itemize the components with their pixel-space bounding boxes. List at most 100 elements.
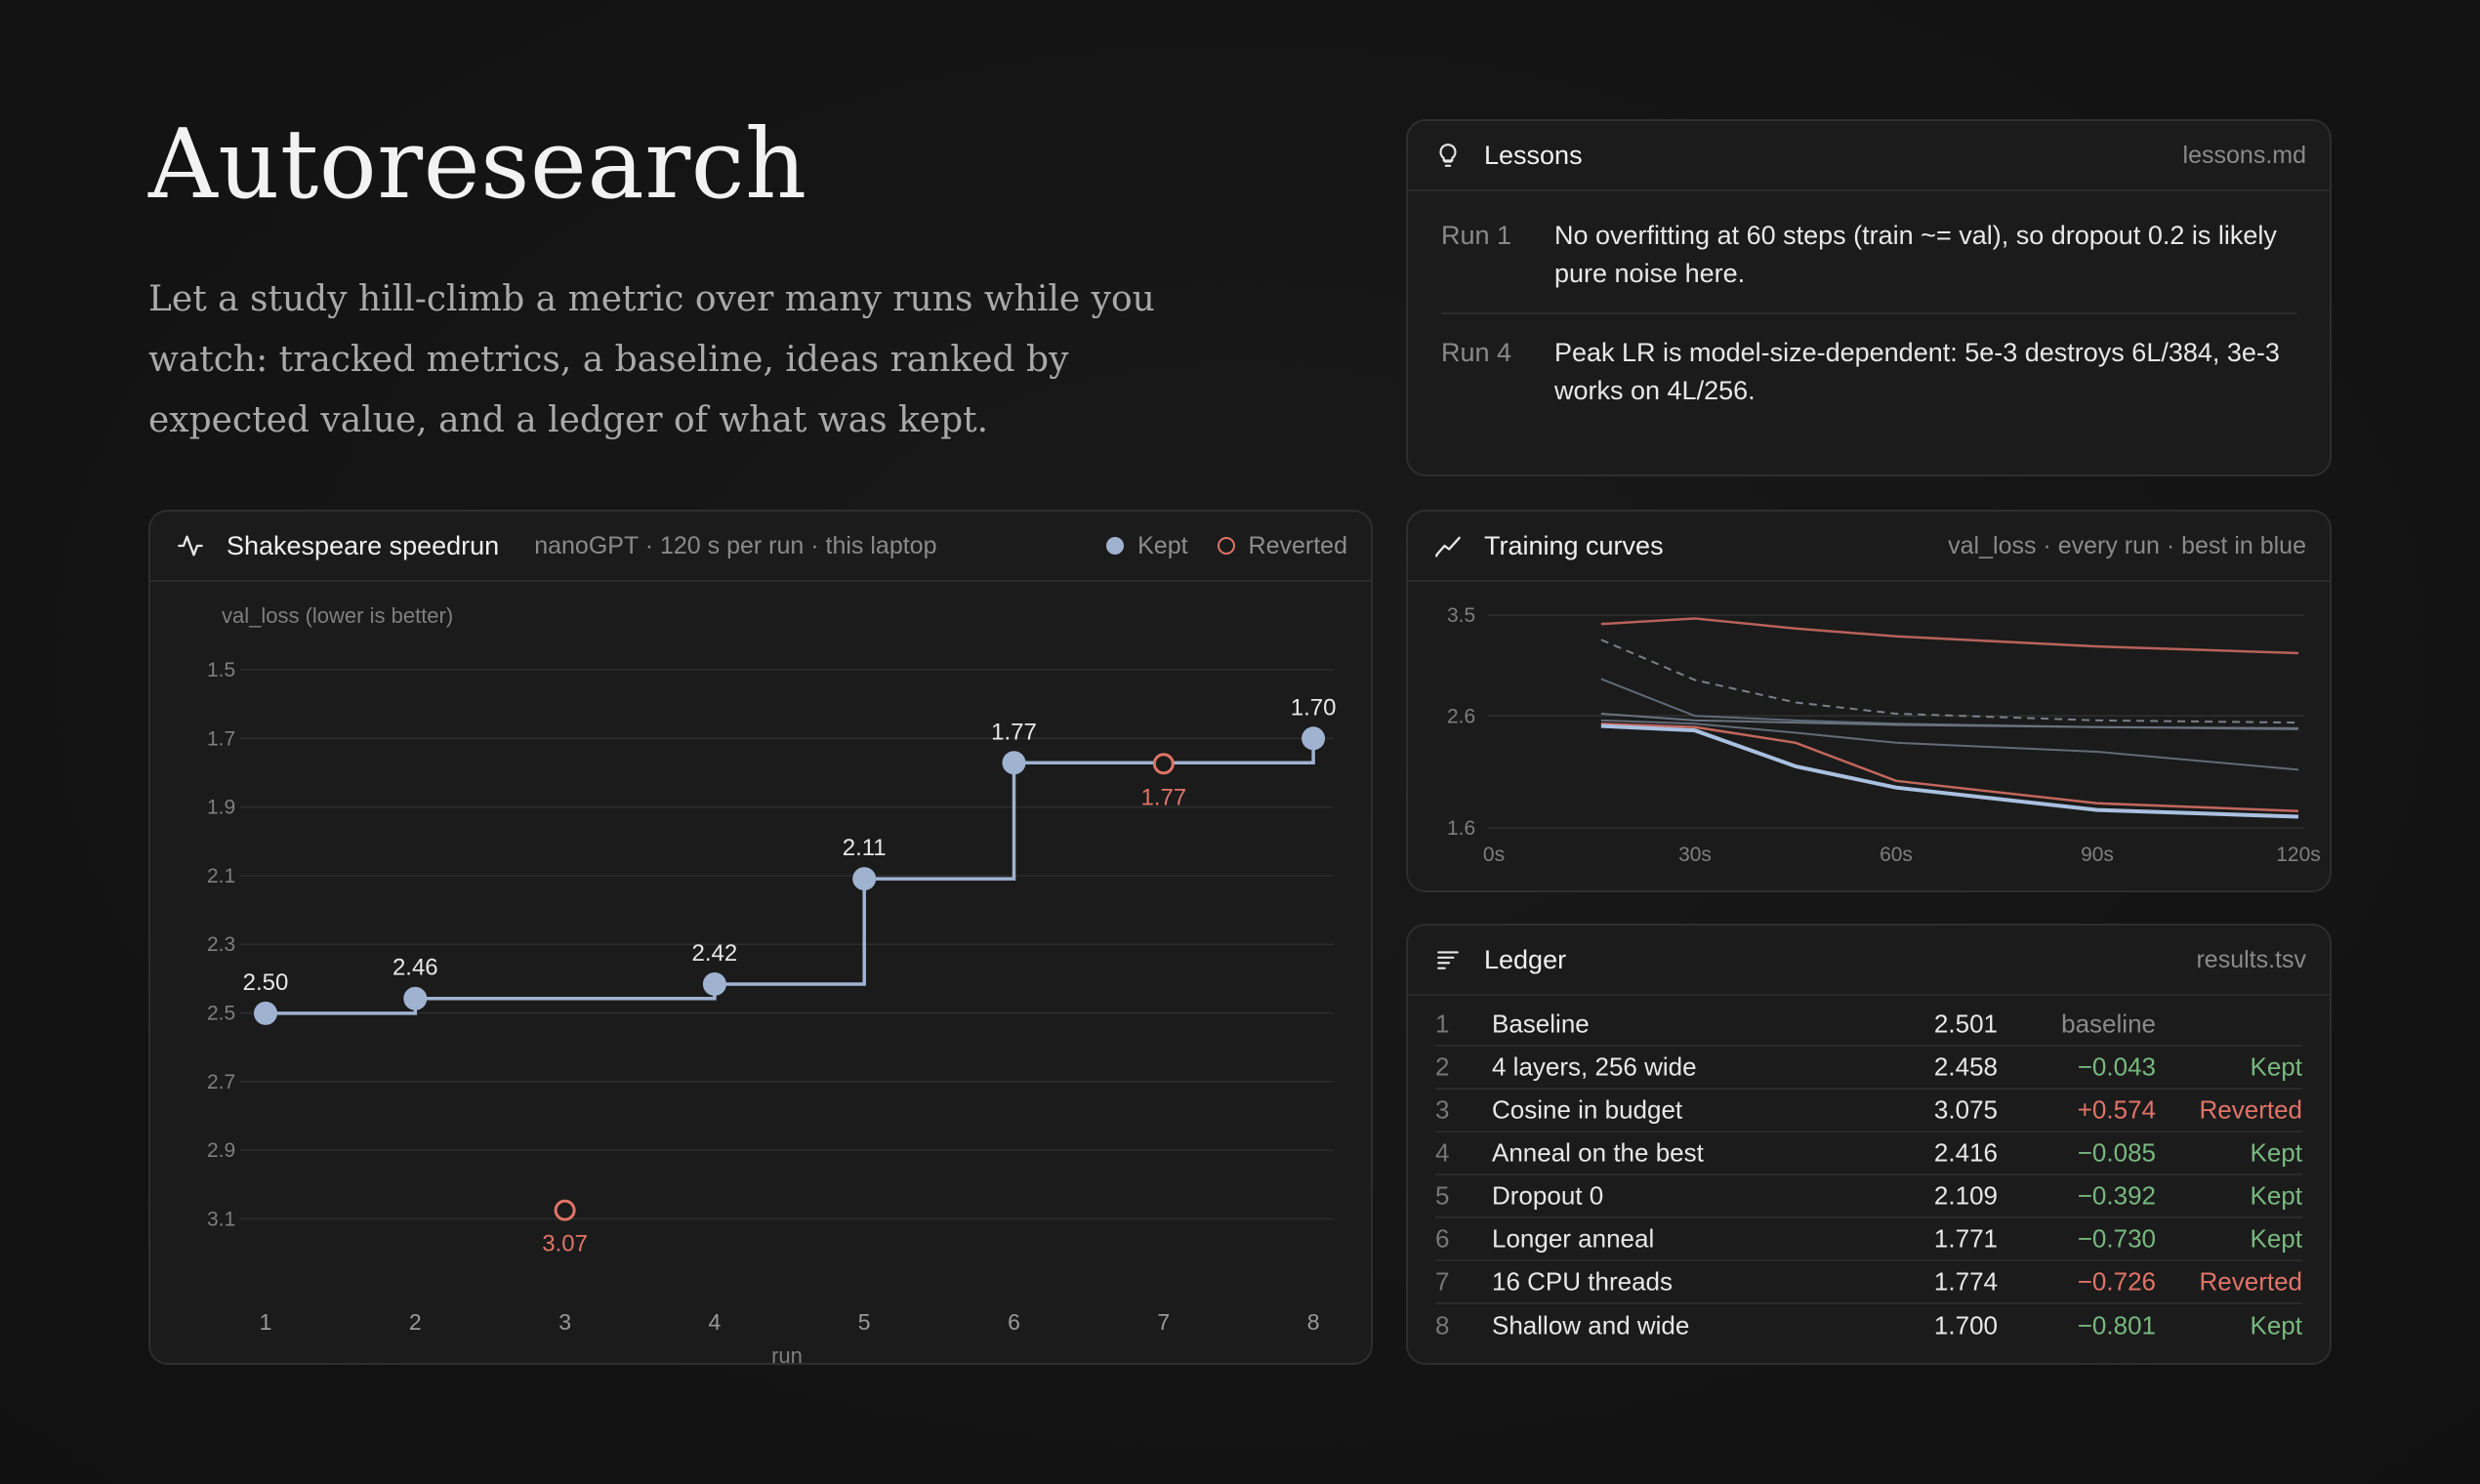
- y-tick-label: 3.1: [207, 1208, 235, 1230]
- x-tick-label: 5: [858, 1309, 871, 1335]
- x-axis-label: run: [771, 1343, 803, 1363]
- ledger-card: Ledger results.tsv 1 Baseline 2.501 baselin…: [1406, 924, 2332, 1365]
- table-row[interactable]: 3 Cosine in budget 3.075 +0.574 Reverted: [1435, 1090, 2302, 1133]
- kept-point[interactable]: [403, 986, 428, 1010]
- curves-header: Training curves val_loss · every run · b…: [1408, 512, 2330, 582]
- table-row[interactable]: 4 Anneal on the best 2.416 −0.085 Kept: [1435, 1133, 2302, 1175]
- row-number: 6: [1435, 1223, 1450, 1254]
- table-row[interactable]: 1 Baseline 2.501 baseline: [1435, 1004, 2302, 1047]
- reverted-point-label: 3.07: [542, 1231, 588, 1257]
- x-tick-label: 1: [260, 1309, 272, 1335]
- x-tick-label: 6: [1008, 1309, 1020, 1335]
- x-tick-label: 60s: [1880, 844, 1913, 866]
- lesson-run: Run 4: [1441, 338, 1512, 367]
- kept-point[interactable]: [1002, 751, 1026, 775]
- table-row[interactable]: 5 Dropout 0 2.109 −0.392 Kept: [1435, 1175, 2302, 1218]
- lesson-text: No overfitting at 60 steps (train ~= val…: [1554, 221, 2277, 288]
- activity-icon: [174, 529, 207, 562]
- trend-icon: [1431, 529, 1465, 562]
- x-tick-label: 30s: [1678, 844, 1712, 866]
- speedrun-subtitle: nanoGPT · 120 s per run · this laptop: [534, 531, 937, 559]
- table-row[interactable]: 2 4 layers, 256 wide 2.458 −0.043 Kept: [1435, 1047, 2302, 1090]
- row-number: 1: [1435, 1009, 1450, 1039]
- row-value: 2.458: [1933, 1051, 1998, 1082]
- kept-dot-icon: [1106, 537, 1125, 555]
- row-name: Cosine in budget: [1492, 1094, 1683, 1125]
- table-row[interactable]: 6 Longer anneal 1.771 −0.730 Kept: [1435, 1218, 2302, 1261]
- row-number: 5: [1435, 1180, 1450, 1211]
- speedrun-chart: val_loss (lower is better) 1.5 1.7 1.9 2.1 2.…: [207, 603, 1336, 1363]
- row-status: Reverted: [2199, 1094, 2303, 1125]
- table-row[interactable]: 8 Shallow and wide 1.700 −0.801 Kept: [1435, 1304, 2302, 1347]
- y-tick-label: 1.9: [207, 797, 235, 819]
- legend-kept: Kept: [1106, 531, 1188, 560]
- row-delta: −0.043: [2077, 1051, 2156, 1082]
- divider: [1441, 312, 2296, 314]
- kept-point[interactable]: [702, 971, 726, 996]
- row-value: 3.075: [1933, 1094, 1998, 1125]
- row-number: 2: [1435, 1051, 1450, 1082]
- lessons-header: Lessons lessons.md: [1408, 121, 2330, 191]
- list-icon: [1431, 943, 1465, 976]
- kept-point-label: 2.11: [843, 835, 887, 861]
- legend-reverted-label: Reverted: [1248, 531, 1347, 559]
- row-delta: −0.726: [2077, 1266, 2156, 1297]
- lessons-title: Lessons: [1484, 140, 1583, 170]
- kept-point-label: 2.42: [692, 940, 738, 967]
- row-name: Shallow and wide: [1492, 1310, 1690, 1340]
- reverted-point[interactable]: [1152, 753, 1175, 775]
- row-value: 1.700: [1933, 1310, 1998, 1340]
- kept-point[interactable]: [1302, 726, 1326, 751]
- row-delta: −0.730: [2077, 1223, 2156, 1254]
- lessons-file[interactable]: lessons.md: [2182, 141, 2306, 169]
- row-value: 1.774: [1933, 1266, 1998, 1297]
- x-tick-label: 120s: [2276, 844, 2321, 866]
- row-number: 8: [1435, 1310, 1450, 1340]
- x-tick-label: 7: [1157, 1309, 1170, 1335]
- y-tick-label: 2.3: [207, 933, 235, 956]
- y-axis-label: val_loss (lower is better): [222, 603, 453, 628]
- y-tick-label: 1.7: [207, 727, 235, 750]
- row-status: Kept: [2250, 1180, 2303, 1211]
- x-tick-label: 8: [1307, 1309, 1320, 1335]
- y-tick-label: 3.5: [1447, 604, 1475, 627]
- x-tick-label: 0s: [1483, 844, 1505, 866]
- row-delta: baseline: [2061, 1009, 2156, 1039]
- curve-line: [1600, 617, 2299, 655]
- kept-point-label: 2.46: [393, 955, 438, 981]
- kept-point[interactable]: [254, 1001, 277, 1025]
- ledger-table: 1 Baseline 2.501 baseline 2 4 layers, 256 wid…: [1408, 996, 2330, 1347]
- legend-reverted: Reverted: [1217, 531, 1347, 560]
- ledger-title: Ledger: [1484, 944, 1567, 974]
- row-name: Anneal on the best: [1492, 1137, 1704, 1168]
- kept-point[interactable]: [852, 867, 877, 891]
- curve-line: [1600, 719, 2299, 771]
- legend-kept-label: Kept: [1137, 531, 1188, 559]
- row-delta: −0.392: [2077, 1180, 2156, 1211]
- row-delta: −0.085: [2077, 1137, 2156, 1168]
- row-name: Baseline: [1492, 1009, 1590, 1039]
- table-row[interactable]: 7 16 CPU threads 1.774 −0.726 Reverted: [1435, 1261, 2302, 1304]
- row-status: Kept: [2250, 1310, 2303, 1340]
- y-tick-label: 2.6: [1447, 705, 1475, 727]
- ledger-file[interactable]: results.tsv: [2196, 945, 2306, 973]
- x-tick-label: 3: [558, 1309, 571, 1335]
- reverted-ring-icon: [1217, 537, 1235, 555]
- x-tick-label: 2: [409, 1309, 422, 1335]
- row-value: 1.771: [1933, 1223, 1998, 1254]
- row-status: Reverted: [2199, 1266, 2303, 1297]
- lesson-item: Run 1 No overfitting at 60 steps (train …: [1408, 217, 2330, 293]
- curves-subtitle: val_loss · every run · best in blue: [1948, 531, 2306, 559]
- curves-card: Training curves val_loss · every run · b…: [1406, 510, 2332, 892]
- x-tick-label: 4: [709, 1309, 722, 1335]
- lesson-text: Peak LR is model-size-dependent: 5e-3 de…: [1554, 338, 2280, 405]
- row-name: 4 layers, 256 wide: [1492, 1051, 1697, 1082]
- speedrun-title: Shakespeare speedrun: [227, 530, 500, 560]
- page-title: Autoresearch: [148, 109, 807, 221]
- lessons-card: Lessons lessons.md Run 1 No overfitting …: [1406, 119, 2332, 476]
- lesson-run: Run 1: [1441, 221, 1512, 250]
- row-delta: +0.574: [2077, 1094, 2156, 1125]
- reverted-point[interactable]: [554, 1199, 576, 1221]
- row-name: Dropout 0: [1492, 1180, 1604, 1211]
- x-tick-label: 90s: [2081, 844, 2114, 866]
